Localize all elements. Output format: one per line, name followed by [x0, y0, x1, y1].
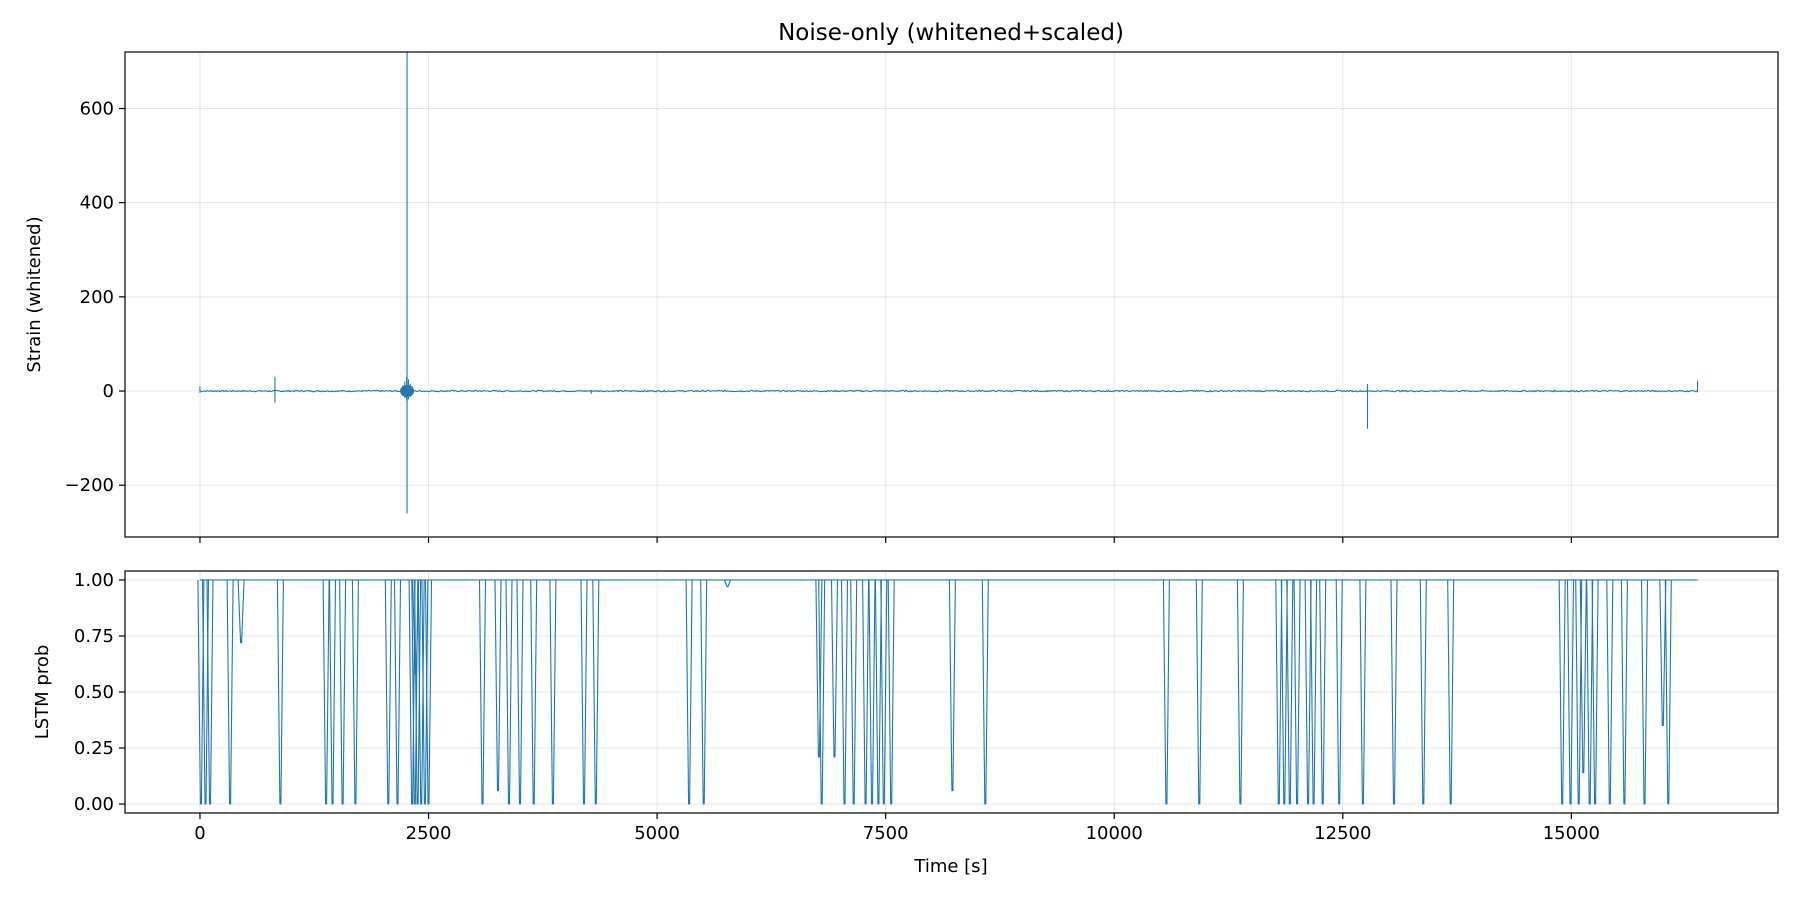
- lstm-dip: [1664, 579, 1672, 805]
- y-tick-label: 200: [80, 287, 114, 308]
- lstm-dip: [723, 579, 732, 588]
- strain-panel: Noise-only (whitened+scaled) −200 0 200 400…: [24, 20, 1779, 543]
- lstm-dip: [862, 579, 870, 805]
- lstm-dip: [592, 579, 600, 805]
- lstm-dip: [981, 579, 989, 805]
- lstm-dip: [197, 579, 205, 805]
- strain-axes-frame: [124, 51, 1779, 538]
- y-tick-label: 600: [80, 99, 114, 120]
- lstm-dip: [478, 579, 487, 805]
- lstm-dip: [530, 579, 538, 805]
- lstm-dip: [1275, 579, 1283, 805]
- lstm-axis-ticks: 0 2500 5000 7500 10000 12500 15000 0.00 0.25 0.50…: [74, 570, 1600, 844]
- lstm-dip: [322, 579, 330, 805]
- lstm-dip: [505, 579, 513, 805]
- lstm-dip: [887, 579, 895, 805]
- lstm-dip: [1236, 579, 1244, 805]
- strain-series-line: [199, 52, 1699, 514]
- lstm-dip: [1566, 579, 1575, 805]
- lstm-dip: [516, 579, 524, 805]
- lstm-dip: [276, 579, 284, 805]
- x-tick-label: 7500: [863, 823, 909, 844]
- lstm-dip: [328, 579, 337, 805]
- lstm-dip: [1310, 579, 1318, 805]
- lstm-dip: [868, 579, 876, 805]
- lstm-dip: [393, 579, 402, 805]
- lstm-dip: [1359, 579, 1367, 805]
- x-tick-label: 15000: [1543, 823, 1600, 844]
- lstm-dip: [408, 579, 416, 805]
- lstm-series-line: [197, 579, 1698, 805]
- lstm-dip: [237, 579, 245, 644]
- lstm-dip: [384, 579, 392, 805]
- lstm-dip: [850, 579, 858, 805]
- strain-chart-title: Noise-only (whitened+scaled): [778, 20, 1124, 46]
- lstm-dip: [1575, 579, 1583, 805]
- lstm-dip: [1162, 579, 1170, 805]
- lstm-dip: [1659, 579, 1667, 727]
- y-tick-label: 0.50: [74, 682, 114, 703]
- lstm-dip: [226, 579, 234, 805]
- y-tick-label: 0: [103, 381, 114, 402]
- x-tick-label: 12500: [1314, 823, 1371, 844]
- lstm-dip: [424, 579, 433, 805]
- strain-y-axis-label: Strain (whitened): [24, 216, 45, 372]
- lstm-dip: [549, 579, 557, 805]
- lstm-dip: [1280, 579, 1288, 805]
- lstm-dip: [339, 579, 347, 805]
- lstm-dip: [840, 579, 849, 805]
- lstm-panel: 0 2500 5000 7500 10000 12500 15000 0.00 0.25 0.50…: [32, 570, 1779, 877]
- lstm-dip: [201, 579, 210, 805]
- lstm-dip: [685, 579, 693, 805]
- y-tick-label: 0.00: [74, 794, 114, 815]
- lstm-dip: [830, 579, 839, 758]
- lstm-dip: [1390, 579, 1398, 805]
- strain-gridlines: [125, 52, 1778, 537]
- lstm-dip: [494, 579, 502, 792]
- lstm-dip: [1586, 579, 1594, 805]
- lstm-dip: [700, 579, 708, 805]
- lstm-dip: [818, 579, 826, 805]
- x-tick-label: 0: [194, 823, 205, 844]
- y-tick-label: 400: [80, 193, 114, 214]
- y-tick-label: 0.25: [74, 738, 114, 759]
- strain-axis-ticks: −200 0 200 400 600: [65, 99, 1572, 543]
- lstm-dip: [1447, 579, 1455, 805]
- y-tick-label: −200: [65, 475, 114, 496]
- x-tick-label: 10000: [1086, 823, 1143, 844]
- lstm-dip: [1195, 579, 1203, 805]
- lstm-y-axis-label: LSTM prob: [32, 645, 53, 740]
- x-tick-label: 2500: [406, 823, 452, 844]
- lstm-dip: [948, 579, 956, 792]
- lstm-dip: [1304, 579, 1312, 805]
- strain-baseline-trace: [199, 389, 1698, 393]
- lstm-dip: [1620, 579, 1628, 805]
- lstm-dip: [1293, 579, 1301, 805]
- x-tick-label: 5000: [634, 823, 680, 844]
- strain-burst-marker: [400, 385, 415, 398]
- lstm-dip: [1640, 579, 1649, 805]
- lstm-dip: [815, 579, 823, 758]
- lstm-dip: [1579, 579, 1587, 774]
- lstm-dip: [351, 579, 359, 805]
- lstm-dip: [1419, 579, 1427, 805]
- y-tick-label: 1.00: [74, 570, 114, 591]
- lstm-dip: [1286, 579, 1294, 805]
- lstm-dip: [880, 579, 888, 805]
- lstm-dip: [411, 579, 419, 805]
- lstm-dip: [206, 579, 214, 805]
- lstm-dip: [1319, 579, 1327, 805]
- lstm-dip: [874, 579, 882, 805]
- lstm-dip: [1591, 579, 1599, 805]
- time-x-axis-label: Time [s]: [913, 856, 987, 877]
- lstm-dip: [1335, 579, 1343, 805]
- lstm-dip: [580, 579, 588, 805]
- lstm-dip: [1606, 579, 1614, 805]
- y-tick-label: 0.75: [74, 626, 114, 647]
- lstm-dip: [1558, 579, 1566, 805]
